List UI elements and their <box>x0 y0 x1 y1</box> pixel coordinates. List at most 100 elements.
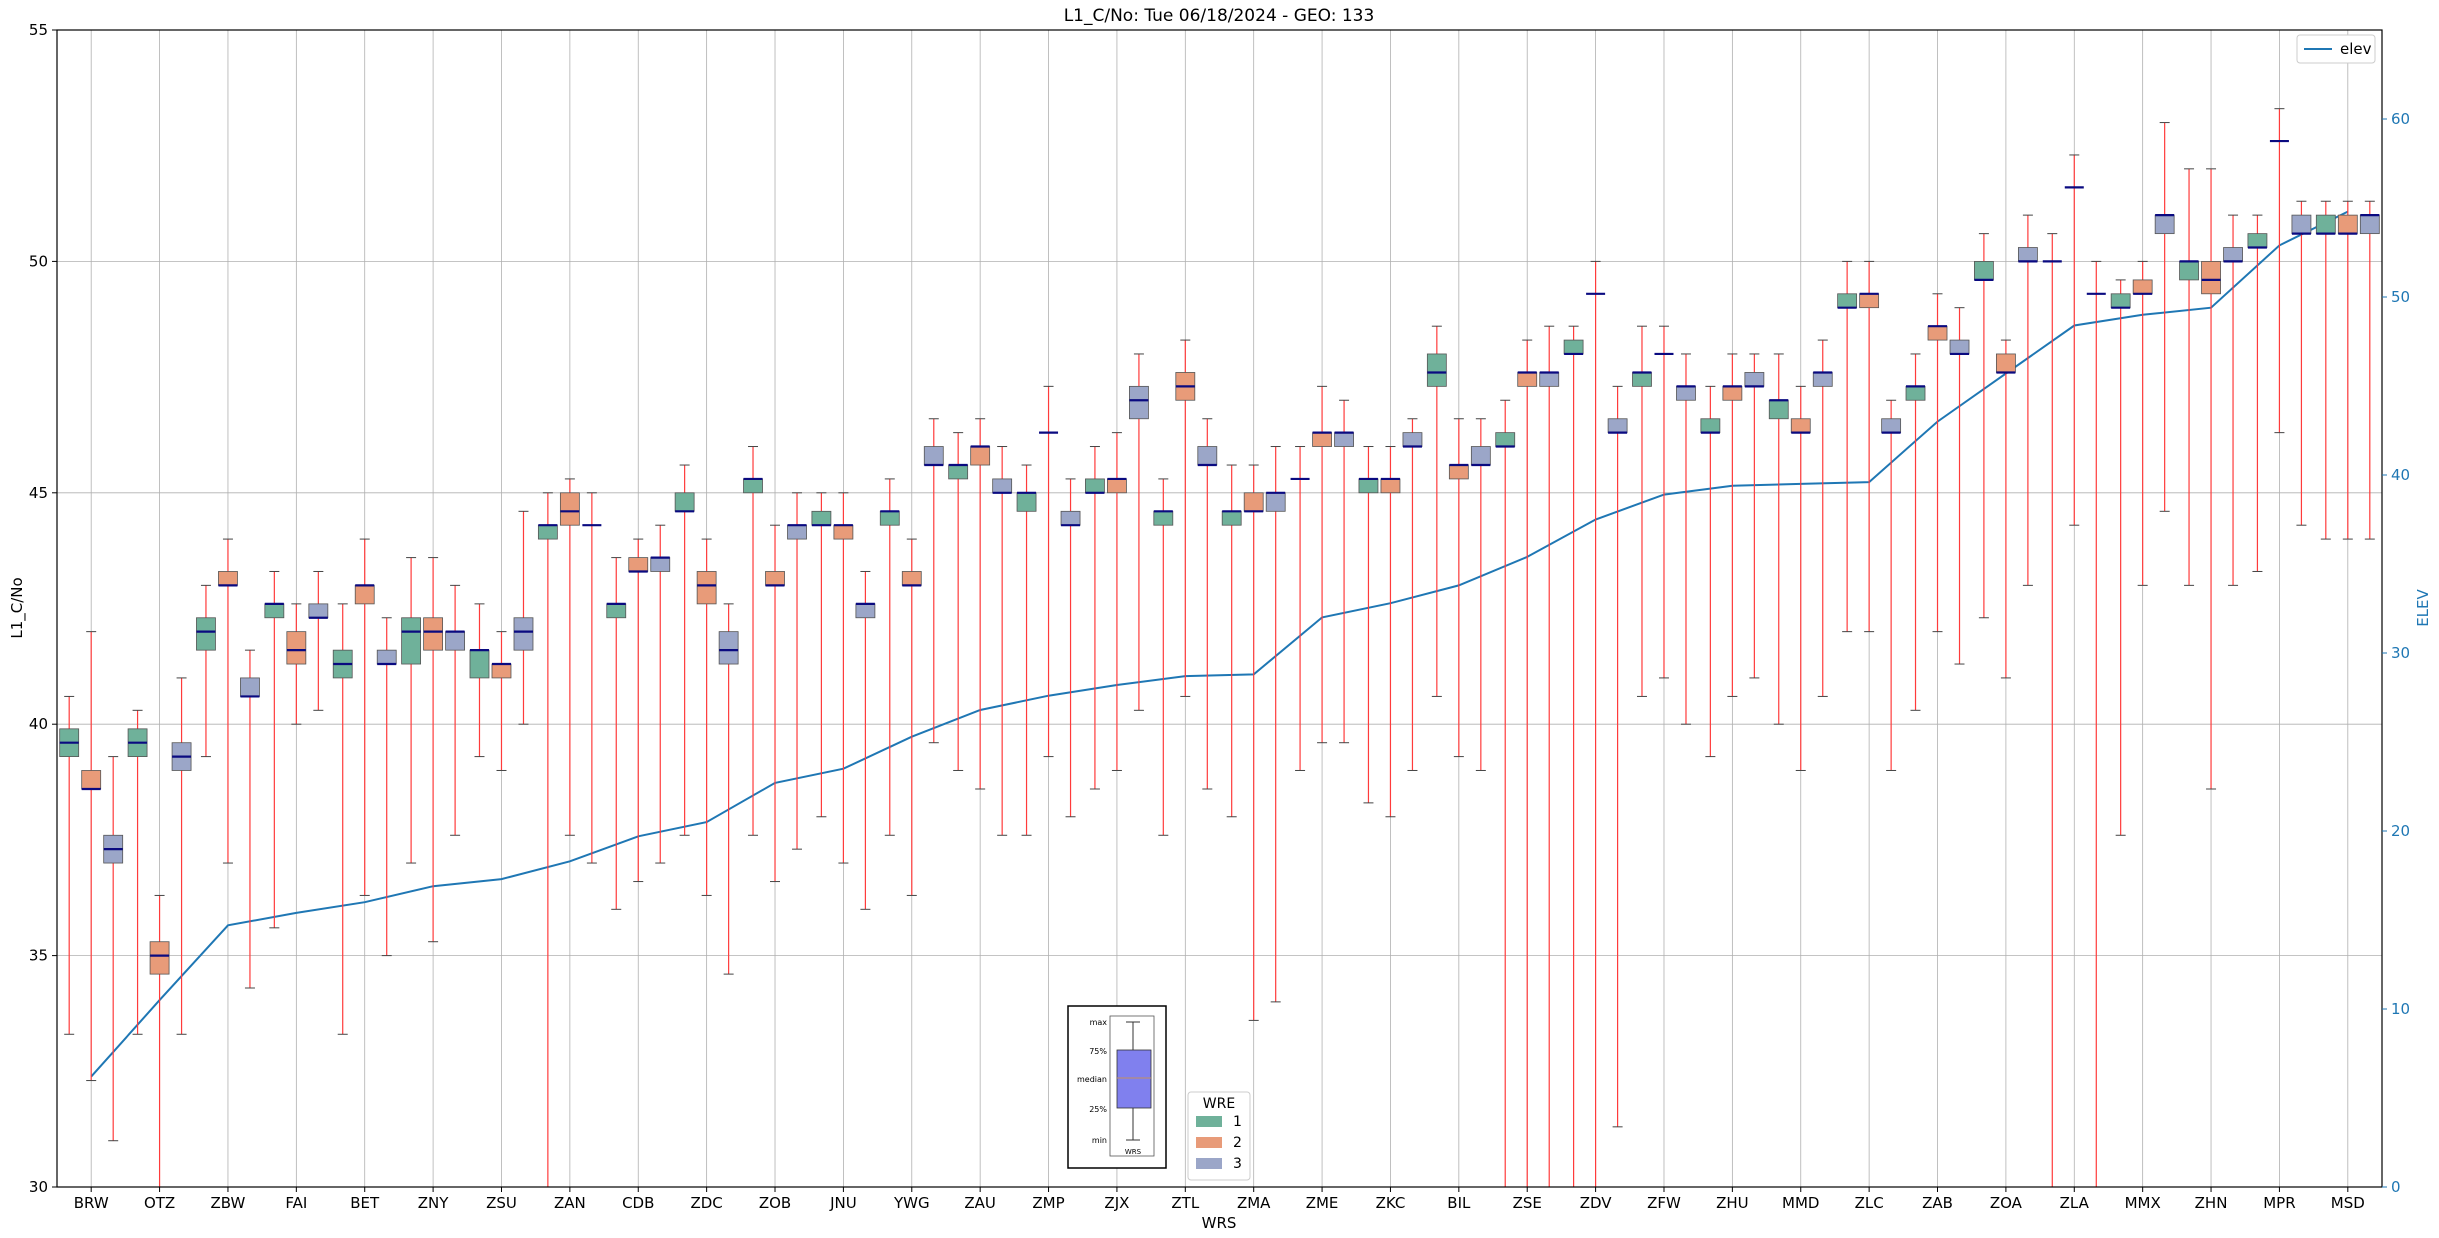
box-body <box>1722 385 1743 401</box>
box-body <box>1312 432 1332 447</box>
box-body <box>1676 385 1696 401</box>
box-body <box>787 524 807 540</box>
box-ZAB-wre3 <box>1949 307 1970 665</box>
box-body <box>1837 293 1858 309</box>
box-body <box>264 603 285 619</box>
box-body <box>1563 339 1584 355</box>
box-body <box>1197 446 1218 466</box>
box-MPR-wre1 <box>2247 214 2268 572</box>
x-tick-label: CDB <box>622 1194 654 1212</box>
box-body <box>218 571 238 586</box>
box-body <box>149 941 170 975</box>
box-ZLC-wre2 <box>1859 260 1880 633</box>
box-BIL-wre3 <box>1470 418 1491 771</box>
box-body <box>354 584 375 605</box>
y2-tick-label: 60 <box>2391 110 2410 128</box>
box-ZJX-wre2 <box>1107 432 1127 771</box>
box-MSD-wre2 <box>2337 200 2358 540</box>
box-MSD-wre1 <box>2315 200 2336 540</box>
box-body <box>674 492 695 512</box>
box-body <box>2315 214 2336 235</box>
x-tick-label: ZMA <box>1237 1194 1271 1212</box>
wre-legend-swatch-1 <box>1196 1116 1222 1127</box>
elev-line-layer <box>90 210 2349 1078</box>
box-ZOB-wre2 <box>765 524 785 883</box>
y-tick-label: 35 <box>29 947 48 965</box>
box-ZDC-wre2 <box>696 538 717 896</box>
box-MMD-wre3 <box>1812 339 1833 697</box>
box-ZDV-wre2 <box>1586 260 1606 1187</box>
box-CDB-wre3 <box>650 524 671 864</box>
box-body <box>1129 385 1149 420</box>
box-ZAN-wre2 <box>559 478 580 836</box>
box-body <box>1973 260 1994 281</box>
x-tick-label: ZBW <box>211 1194 246 1212</box>
box-BRW-wre3 <box>103 756 124 1142</box>
box-MMX-wre1 <box>2110 279 2131 836</box>
box-body <box>765 571 785 586</box>
box-body <box>1539 372 1560 387</box>
box-body <box>376 649 397 665</box>
inset-label-max: max <box>1090 1018 1108 1027</box>
box-body <box>2201 260 2221 295</box>
box-body <box>1470 446 1491 466</box>
box-YWG-wre1 <box>879 478 900 836</box>
box-ZFW-wre2 <box>1654 325 1674 679</box>
x-tick-label: ZJX <box>1104 1194 1129 1212</box>
x-tick-label: ZFW <box>1647 1194 1681 1212</box>
box-body <box>1243 492 1264 512</box>
box-body <box>1790 418 1811 434</box>
box-body <box>1107 478 1127 494</box>
x-tick-label: ZTL <box>1171 1194 1199 1212</box>
box-ZTL-wre2 <box>1175 339 1196 697</box>
box-body <box>1060 510 1081 526</box>
box-ZJX-wre1 <box>1085 446 1105 790</box>
box-FAI-wre2 <box>286 603 307 725</box>
x-tick-label: BRW <box>74 1194 109 1212</box>
x-tick-label: ZOA <box>1990 1194 2023 1212</box>
elev-legend-label: elev <box>2340 40 2372 58</box>
wre-legend: WRE 1 2 3 <box>1187 1091 1251 1181</box>
x-tick-label: ZKC <box>1376 1194 1406 1212</box>
y-tick-label: 45 <box>29 484 48 502</box>
box-BET-wre3 <box>376 617 397 957</box>
box-ZOA-wre1 <box>1973 233 1994 619</box>
box-ZSU-wre3 <box>513 510 534 725</box>
box-ZSE-wre2 <box>1517 339 1538 1187</box>
box-body <box>1426 353 1447 387</box>
box-BIL-wre1 <box>1426 325 1447 697</box>
box-ZLA-wre2 <box>2064 154 2084 526</box>
wre-legend-swatch-2 <box>1196 1137 1222 1148</box>
box-ZME-wre2 <box>1312 385 1332 744</box>
box-ZSE-wre3 <box>1539 325 1560 1187</box>
box-ZOB-wre1 <box>743 446 763 836</box>
box-ZMP-wre2 <box>1039 385 1059 758</box>
box-body <box>1265 492 1286 512</box>
box-body <box>559 492 580 526</box>
box-body <box>1358 478 1379 494</box>
box-body <box>1334 432 1354 447</box>
y-axis-label: L1_C/No <box>8 577 27 638</box>
box-body <box>2154 214 2175 235</box>
chart-title: L1_C/No: Tue 06/18/2024 - GEO: 133 <box>1064 6 1375 26</box>
wre-legend-label-3: 3 <box>1233 1156 1242 1172</box>
box-ZDV-wre3 <box>1607 385 1628 1128</box>
y2-tick-label: 40 <box>2391 466 2410 484</box>
box-ZSE-wre1 <box>1495 399 1516 1187</box>
box-ZAB-wre2 <box>1927 293 1948 633</box>
inset-inner-frame <box>1109 1015 1155 1157</box>
x-tick-label: ZDV <box>1580 1194 1613 1212</box>
box-body <box>833 524 854 540</box>
elev-legend: elev <box>2296 34 2376 64</box>
box-ZSU-wre1 <box>469 603 490 758</box>
box-MSD-wre3 <box>2359 200 2380 540</box>
box-ZHN-wre1 <box>2179 168 2199 586</box>
box-ZAN-wre3 <box>582 492 602 864</box>
x-tick-label: YWG <box>893 1194 930 1212</box>
box-ZDC-wre3 <box>718 603 739 975</box>
box-body <box>2017 247 2038 262</box>
x-tick-label: ZHN <box>2195 1194 2228 1212</box>
y2-tick-label: 20 <box>2391 822 2410 840</box>
box-ZTL-wre3 <box>1197 418 1218 790</box>
